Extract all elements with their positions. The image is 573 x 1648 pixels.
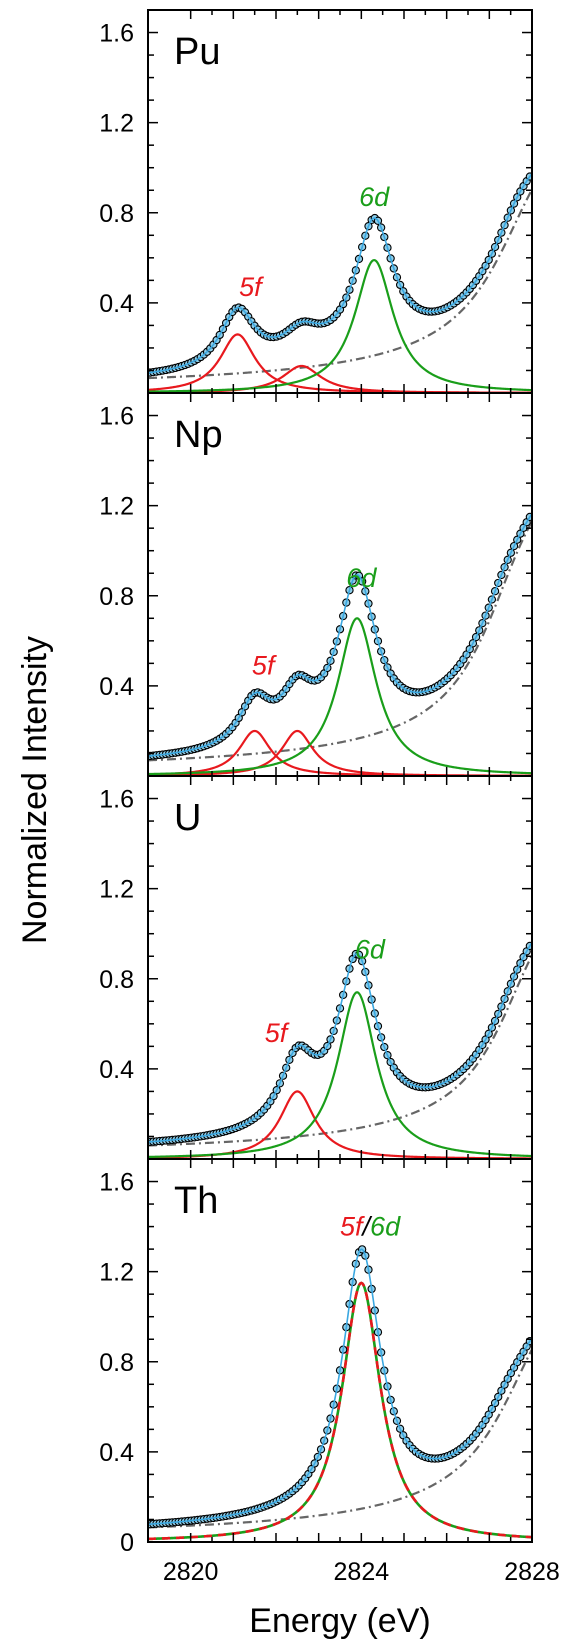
edge-step-curve — [148, 188, 532, 380]
curves — [148, 172, 532, 393]
x-axis-label: Energy (eV) — [249, 1602, 430, 1640]
edge-step-curve — [148, 1348, 532, 1529]
y-tick-label: 1.2 — [99, 493, 134, 521]
y-tick-label: 1.6 — [99, 786, 134, 814]
y-tick-label: 1.6 — [99, 20, 134, 48]
panel-frame — [147, 775, 533, 1160]
six-d-label: 6d — [359, 182, 390, 212]
y-tick-label: 0.8 — [99, 966, 134, 994]
y-tick-label: 0.4 — [99, 1056, 134, 1084]
x-tick-label: 2824 — [334, 1558, 390, 1586]
y-tick-label: 0.8 — [99, 1349, 134, 1377]
x-tick-label: 2820 — [163, 1558, 219, 1586]
element-label-pu: Pu — [174, 31, 220, 73]
six-d-label: 6d — [370, 1212, 401, 1242]
y-tick-label: 0.4 — [99, 1439, 134, 1467]
six-d-label: 6d — [346, 563, 377, 593]
five-f-peak-1 — [148, 333, 532, 393]
five-f-peak-1 — [148, 1090, 532, 1159]
y-tick-label: 1.2 — [99, 1259, 134, 1287]
panel-pu: 0.4 0.8 1.2 1.6 Pu 5f 6d — [99, 9, 533, 394]
y-tick-label: 1.6 — [99, 1169, 134, 1197]
five-f-label: 5f — [340, 1212, 365, 1242]
five-f-label: 5f — [252, 651, 277, 681]
y-tick-label: 0.4 — [99, 290, 134, 318]
y-tick-label: 1.2 — [99, 110, 134, 138]
edge-step-curve — [148, 521, 532, 762]
y-tick-label: 0.8 — [99, 583, 134, 611]
fit-line — [148, 173, 532, 374]
curves — [148, 512, 532, 776]
y-tick-label: 1.6 — [99, 403, 134, 431]
x-tick-label: 2828 — [504, 1558, 560, 1586]
element-label-th: Th — [174, 1180, 218, 1222]
panel-u: 0.4 0.8 1.2 1.6 U 5f 6d — [99, 775, 533, 1160]
y-tick-label: 0.8 — [99, 200, 134, 228]
element-label-u: U — [174, 797, 201, 839]
y-tick-label: 0.4 — [99, 673, 134, 701]
fit-line — [148, 1248, 532, 1526]
combined-peak-red-dash — [148, 1281, 532, 1541]
separator-label: / — [361, 1212, 373, 1242]
five-f-label: 5f — [239, 272, 264, 302]
y-tick-label: 1.2 — [99, 876, 134, 904]
panel-th: 0 0.4 0.8 1.2 1.6 Th 5f/6d — [99, 1158, 533, 1557]
element-label-np: Np — [174, 414, 223, 456]
combined-peak-green — [148, 1281, 532, 1541]
y-axis-label: Normalized Intensity — [16, 636, 54, 944]
curves — [148, 1245, 532, 1541]
panel-np: 0.4 0.8 1.2 1.6 Np 5f 6d — [99, 392, 533, 777]
y-tick-label: 0 — [120, 1529, 134, 1557]
fit-line — [148, 941, 532, 1143]
curves — [148, 941, 532, 1159]
edge-step-curve — [148, 954, 532, 1147]
five-f-label: 5f — [265, 1018, 290, 1048]
five-f-six-d-label: 5f/6d — [340, 1212, 401, 1242]
fit-line — [148, 513, 532, 757]
six-d-label: 6d — [355, 934, 386, 964]
